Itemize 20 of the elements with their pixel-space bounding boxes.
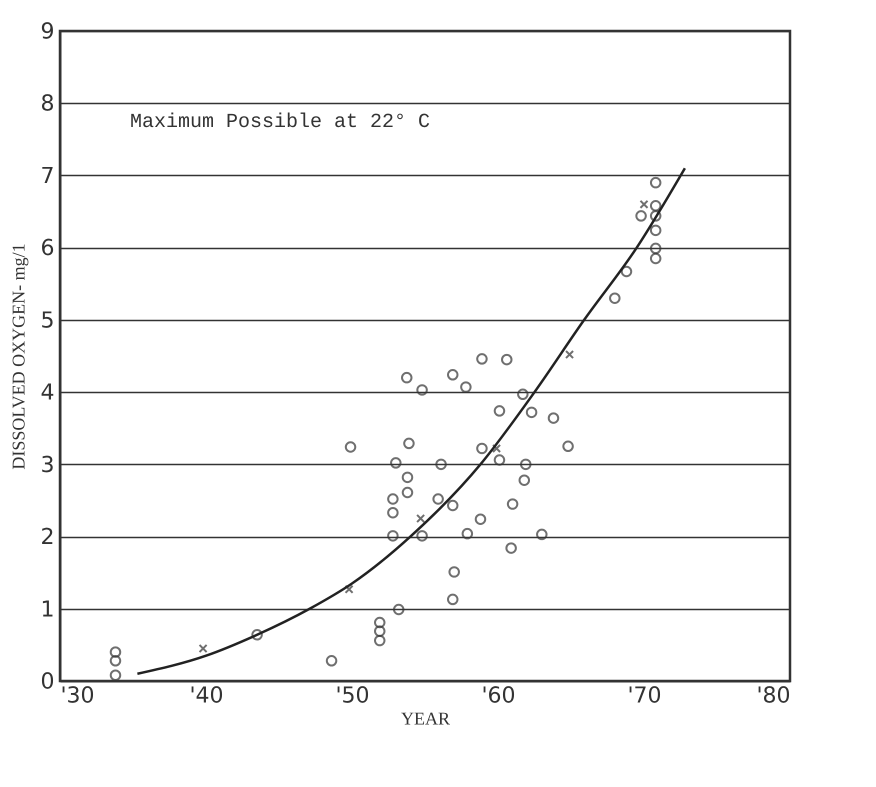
y-tick-label: 5	[40, 308, 54, 334]
x-tick-label: '40	[189, 684, 224, 708]
x-tick-label: '50	[335, 684, 370, 708]
y-tick-label: 4	[40, 380, 54, 406]
y-tick-label: 8	[40, 92, 54, 117]
y-axis-title: DISSOLVED OXYGEN- mg/1	[8, 243, 29, 470]
annotation: Maximum Possible at 22° C	[130, 111, 430, 134]
line-series	[136, 166, 686, 676]
y-tick-label: 1	[40, 597, 54, 622]
y-tick-label: 7	[40, 164, 54, 189]
x-tick-label: '70	[627, 684, 662, 708]
y-tick-label: 2	[40, 525, 54, 550]
y-tick-label: 3	[40, 452, 54, 478]
x-axis-title: YEAR	[401, 708, 450, 728]
y-tick-label: 0	[40, 670, 54, 694]
x-tick-label: '60	[481, 684, 516, 708]
y-tick-label: 6	[40, 236, 54, 262]
y-tick-label: 9	[40, 20, 54, 44]
x-tick-label: '80	[756, 684, 790, 708]
x-tick-label: '30	[60, 684, 95, 708]
